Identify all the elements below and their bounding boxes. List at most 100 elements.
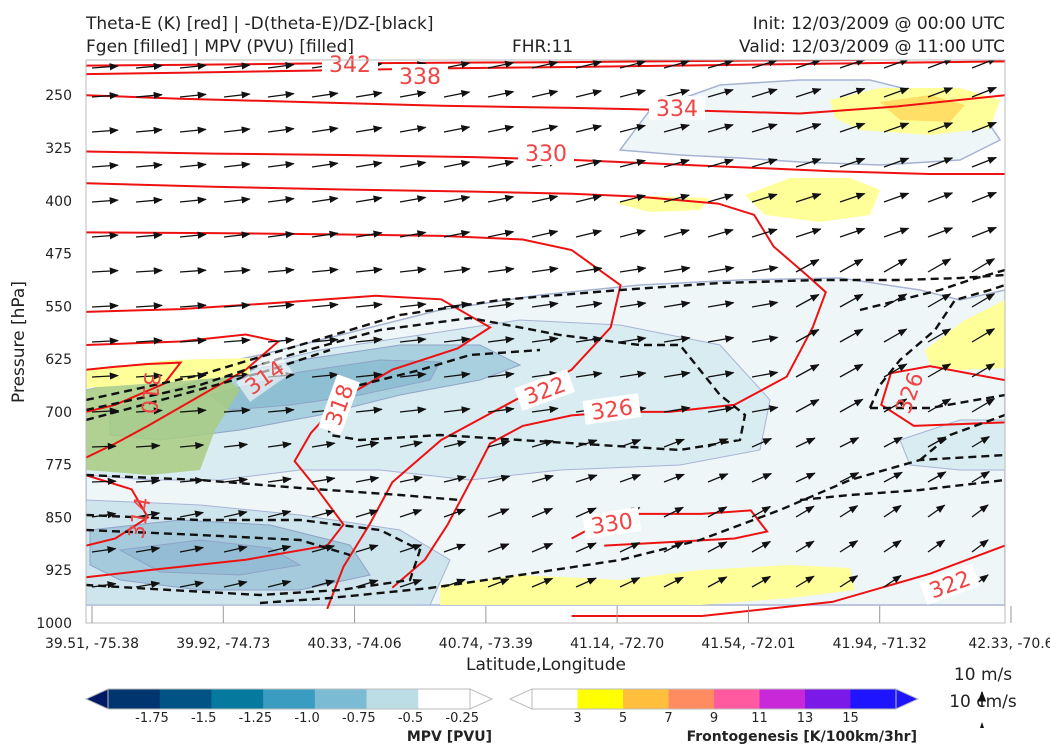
wind-vector xyxy=(663,265,691,273)
contour-label-338: 338 xyxy=(399,65,441,90)
y-axis-label: Pressure [hPa] xyxy=(9,281,29,403)
wind-vector xyxy=(355,336,383,344)
vector-key: 10 m/s 10 cm/s xyxy=(949,665,1017,728)
colorbar-segment xyxy=(108,689,161,709)
contour-label-bg xyxy=(322,54,378,74)
wind-vector xyxy=(663,193,690,203)
wind-vector xyxy=(267,196,295,204)
wind-vector xyxy=(707,300,735,308)
wind-vector xyxy=(663,300,691,308)
wind-vector xyxy=(883,122,910,133)
wind-vector xyxy=(311,440,336,449)
wind-vector xyxy=(707,405,735,413)
wind-vector xyxy=(399,579,423,588)
colorbar-tick-label: -0.75 xyxy=(342,711,376,726)
wind-vector xyxy=(179,126,207,134)
wind-vector xyxy=(135,372,163,380)
wind-vector xyxy=(399,475,423,483)
wind-vector xyxy=(135,161,163,170)
colorbar-tick-label: 7 xyxy=(664,711,672,726)
colorbar-tick-label: -1.5 xyxy=(191,711,216,726)
wind-vector xyxy=(971,471,991,483)
wind-vector xyxy=(971,504,989,518)
wind-vector xyxy=(927,258,952,273)
wind-vector xyxy=(795,575,815,588)
wind-vector xyxy=(91,267,119,275)
wind-vector xyxy=(135,62,163,71)
wind-vector xyxy=(839,575,859,588)
wind-vector xyxy=(355,544,379,553)
wind-vector xyxy=(487,543,510,553)
wind-vector xyxy=(443,230,471,238)
wind-vector xyxy=(135,91,163,100)
wind-vector xyxy=(179,477,205,485)
colorbar-extend-low xyxy=(84,688,109,710)
wind-vector xyxy=(531,89,559,98)
wind-vector xyxy=(487,229,515,238)
wind-vector xyxy=(267,579,292,588)
wind-vector xyxy=(883,258,908,273)
wind-vector xyxy=(267,62,295,70)
wind-vector xyxy=(443,125,471,133)
wind-vector xyxy=(399,301,427,309)
wind-vector xyxy=(531,229,559,238)
wind-vector xyxy=(927,363,952,378)
wind-vector xyxy=(223,476,249,484)
wind-vector xyxy=(487,301,515,309)
wind-vector xyxy=(91,197,119,205)
wind-vector xyxy=(751,88,778,98)
colorbar-tick-label: -1.75 xyxy=(135,711,169,726)
wind-vector xyxy=(487,159,515,168)
wind-vector xyxy=(575,577,597,588)
contour-label-342: 342 xyxy=(329,53,371,78)
wind-vector xyxy=(927,328,952,343)
wind-vector xyxy=(707,123,734,133)
wind-vector xyxy=(971,191,998,203)
wind-vector xyxy=(135,302,163,310)
wind-vector xyxy=(531,265,559,274)
contour-label-bg xyxy=(514,369,576,411)
wind-vector xyxy=(267,126,295,134)
wind-vector xyxy=(707,438,729,448)
wind-vector xyxy=(311,475,336,484)
wind-vector xyxy=(575,89,603,98)
wind-vector xyxy=(663,370,691,378)
title-line-1: Theta-E (K) [red] | -D(theta-E)/DZ-[blac… xyxy=(86,14,434,34)
wind-vector xyxy=(267,441,292,449)
dtheta-dz-contour-6 xyxy=(86,528,351,557)
colorbar-segment xyxy=(159,689,212,709)
wind-vector xyxy=(443,371,471,379)
wind-vector xyxy=(531,300,559,309)
wind-vector xyxy=(707,541,728,553)
wind-vector xyxy=(883,60,910,69)
dtheta-dz-contour-12 xyxy=(799,478,1005,502)
y-tick-label: 550 xyxy=(45,299,72,315)
wind-vector xyxy=(531,507,554,518)
wind-vector xyxy=(575,335,603,343)
wind-vector xyxy=(399,509,423,518)
wind-vector xyxy=(663,506,685,518)
wind-vector xyxy=(707,335,735,343)
wind-vector xyxy=(751,158,778,168)
wind-vector xyxy=(223,510,248,518)
wind-vector xyxy=(575,194,603,203)
wind-vector xyxy=(795,123,822,133)
wind-vector xyxy=(575,265,603,273)
wind-vector xyxy=(311,125,339,133)
wind-vector xyxy=(883,574,902,588)
fgen-region-6 xyxy=(925,300,1005,370)
colorbar-tick-label: 3 xyxy=(573,711,581,726)
colorbar-segment xyxy=(366,689,419,709)
wind-vector xyxy=(355,440,380,448)
wind-vector xyxy=(575,60,603,69)
wind-vector xyxy=(883,398,908,413)
wind-vector xyxy=(619,265,647,273)
colorbar-segment xyxy=(577,689,624,709)
wind-vector xyxy=(179,302,207,310)
wind-vector xyxy=(91,92,119,100)
wind-vector xyxy=(311,301,339,309)
wind-vector xyxy=(883,227,910,238)
wind-vector xyxy=(707,473,729,483)
wind-vector xyxy=(619,194,647,203)
mpv-region-right xyxy=(899,419,1005,471)
